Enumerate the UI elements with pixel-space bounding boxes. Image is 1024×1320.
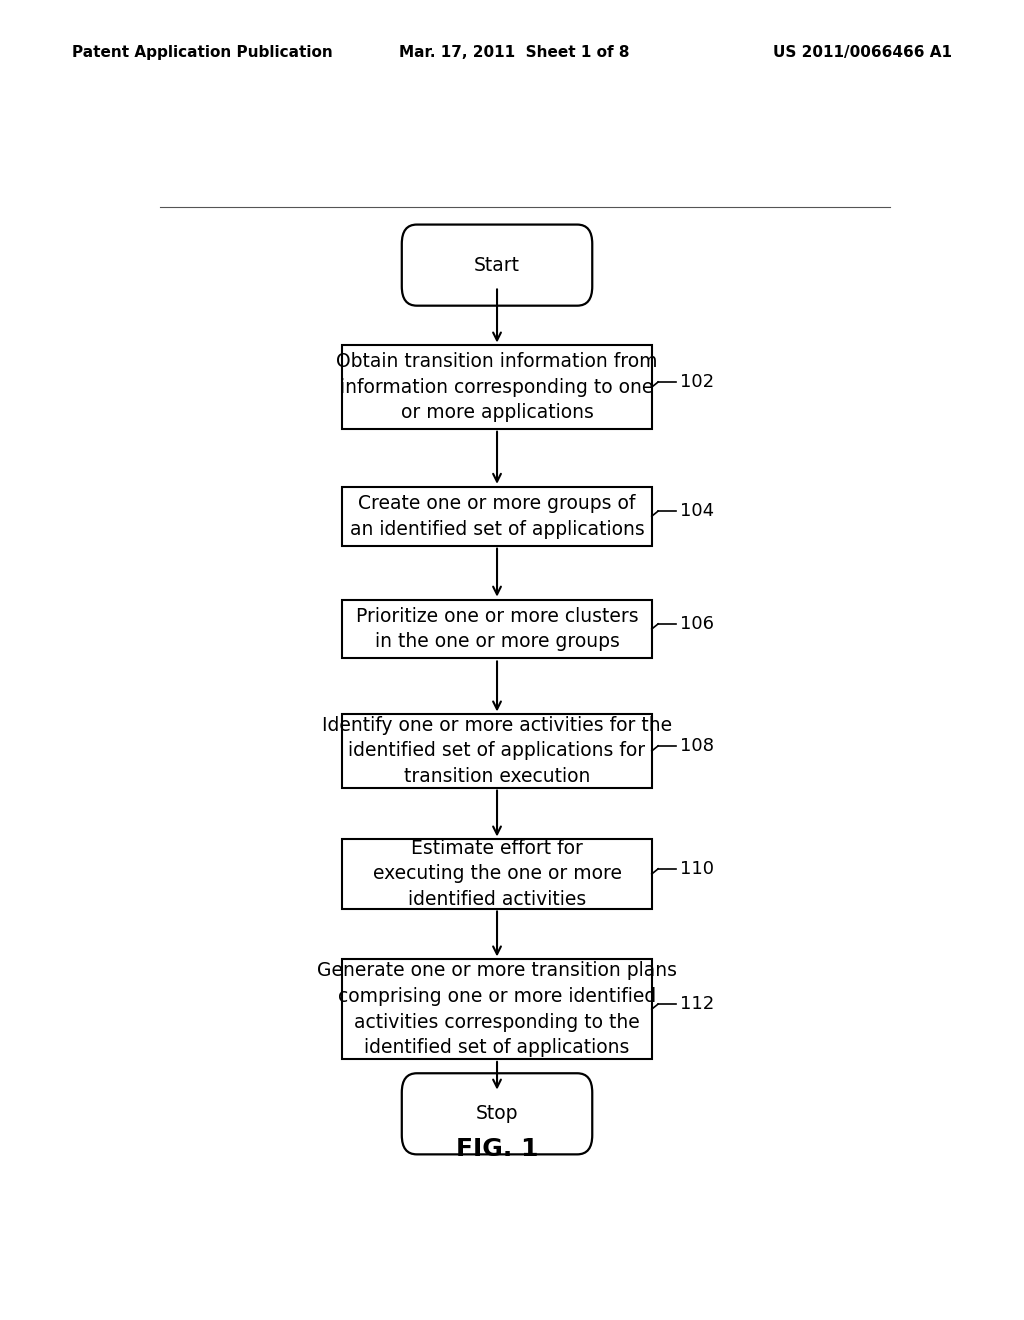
Text: Obtain transition information from
information corresponding to one
or more appl: Obtain transition information from infor…: [336, 352, 657, 422]
Text: Estimate effort for
executing the one or more
identified activities: Estimate effort for executing the one or…: [373, 838, 622, 909]
Text: 102: 102: [680, 374, 715, 391]
Text: Mar. 17, 2011  Sheet 1 of 8: Mar. 17, 2011 Sheet 1 of 8: [399, 45, 630, 59]
Text: Stop: Stop: [476, 1105, 518, 1123]
Bar: [342, 346, 652, 429]
Text: Create one or more groups of
an identified set of applications: Create one or more groups of an identifi…: [349, 494, 644, 539]
Text: Prioritize one or more clusters
in the one or more groups: Prioritize one or more clusters in the o…: [355, 607, 638, 651]
FancyBboxPatch shape: [401, 224, 592, 306]
Bar: [342, 840, 652, 908]
Text: Identify one or more activities for the
identified set of applications for
trans: Identify one or more activities for the …: [322, 715, 672, 787]
Text: 112: 112: [680, 995, 715, 1012]
Text: 110: 110: [680, 859, 715, 878]
Text: 108: 108: [680, 737, 715, 755]
FancyBboxPatch shape: [401, 1073, 592, 1155]
Text: Patent Application Publication: Patent Application Publication: [72, 45, 333, 59]
Bar: [342, 960, 652, 1059]
Text: 106: 106: [680, 615, 715, 632]
Text: US 2011/0066466 A1: US 2011/0066466 A1: [773, 45, 952, 59]
Bar: [342, 487, 652, 545]
Text: Start: Start: [474, 256, 520, 275]
Text: FIG. 1: FIG. 1: [456, 1138, 539, 1162]
Bar: [342, 714, 652, 788]
Bar: [342, 599, 652, 659]
Text: 104: 104: [680, 502, 715, 520]
Text: Generate one or more transition plans
comprising one or more identified
activiti: Generate one or more transition plans co…: [317, 961, 677, 1057]
